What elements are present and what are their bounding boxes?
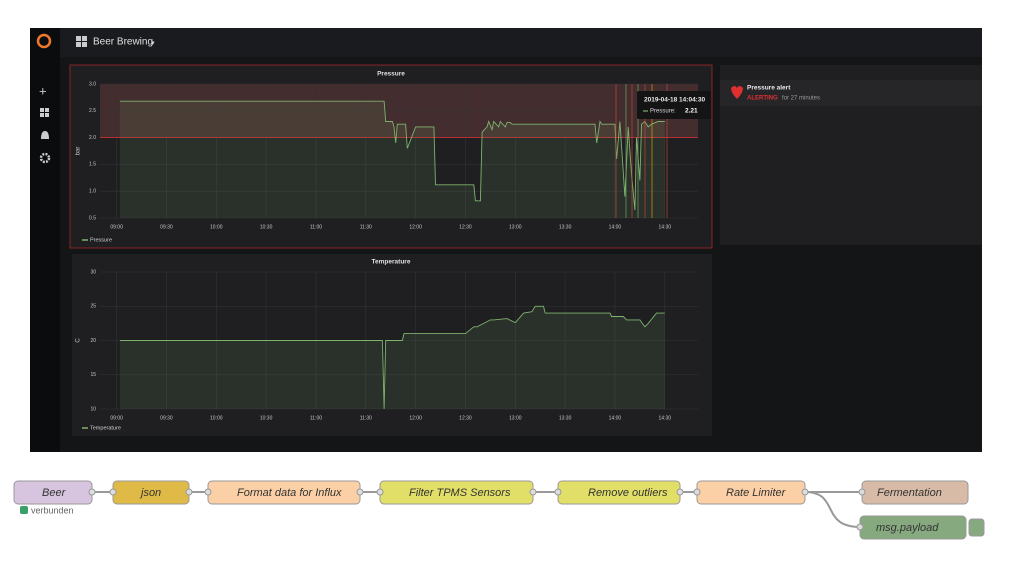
add-icon[interactable]: + (39, 83, 47, 98)
y-axis-label: bar (76, 147, 82, 156)
y-tick-label: 2.0 (89, 135, 96, 141)
y-tick-label: 2.5 (89, 108, 96, 114)
tooltip-value: 2.21 (685, 108, 698, 115)
y-tick-label: 20 (90, 338, 96, 344)
dropdown-caret[interactable]: ▾ (151, 40, 155, 47)
x-tick-label: 11:00 (310, 415, 322, 421)
x-tick-label: 11:30 (360, 415, 372, 421)
x-tick-label: 10:00 (210, 415, 223, 421)
alerting-icon[interactable] (41, 131, 49, 139)
pressure-panel (69, 64, 713, 249)
series-area (119, 306, 665, 409)
x-tick-label: 12:00 (409, 415, 422, 421)
y-tick-label: 15 (90, 372, 96, 378)
x-tick-label: 09:00 (110, 415, 123, 421)
x-tick-label: 11:30 (360, 224, 372, 230)
temperature-panel (72, 254, 712, 436)
chart-title: Temperature (372, 259, 411, 266)
debug-toggle[interactable] (968, 518, 985, 537)
y-tick-label: 10 (90, 406, 96, 412)
top-bar (60, 28, 982, 57)
node-label: Rate Limiter (726, 487, 787, 499)
node-label: Format data for Influx (237, 487, 342, 499)
x-tick-label: 14:00 (609, 415, 622, 421)
x-tick-label: 14:30 (659, 224, 672, 230)
settings-icon[interactable] (39, 152, 51, 164)
series-line (119, 305, 665, 410)
y-tick-label: 1.5 (89, 162, 96, 168)
x-tick-label: 09:30 (160, 415, 173, 421)
alert-state: ALERTING (747, 96, 778, 102)
node-label: json (139, 487, 161, 499)
node-label: msg.payload (876, 522, 939, 534)
alert-name[interactable]: Pressure alert (747, 85, 791, 92)
legend-label: Pressure (90, 237, 112, 243)
x-tick-label: 10:30 (260, 224, 273, 230)
x-tick-label: 13:30 (559, 415, 572, 421)
node-label: Remove outliers (588, 487, 668, 499)
series-line (119, 100, 665, 211)
x-tick-label: 12:00 (409, 224, 422, 230)
status-dot (20, 506, 28, 514)
legend-label: Temperature (90, 425, 121, 431)
y-tick-label: 1.0 (89, 189, 96, 195)
dashboard-title[interactable]: Beer Brewing (93, 37, 153, 48)
dashboard-icon (76, 36, 87, 47)
y-axis-label: C (76, 338, 82, 343)
tooltip (637, 91, 711, 119)
x-tick-label: 09:30 (160, 224, 173, 230)
x-tick-label: 09:00 (110, 224, 123, 230)
charts: Pressure bar 0.5 1.0 1.5 2.0 2.5 3.0 09:00 09:30 1… (76, 71, 698, 431)
node-label: Fermentation (877, 487, 942, 499)
series-area (119, 101, 665, 218)
x-tick-label: 12:30 (459, 224, 472, 230)
port-circles (88, 488, 866, 531)
node-status: verbunden (31, 505, 74, 515)
node-label: Beer (42, 487, 67, 499)
node-label: Filter TPMS Sensors (409, 487, 511, 499)
chart-title: Pressure (377, 71, 405, 78)
grafana-logo[interactable] (36, 33, 52, 49)
x-tick-label: 11:00 (310, 224, 322, 230)
x-tick-label: 13:00 (509, 224, 522, 230)
alert-heart-icon (731, 86, 743, 99)
x-tick-label: 13:00 (509, 415, 522, 421)
y-tick-label: 25 (90, 304, 96, 310)
sidebar (30, 28, 60, 452)
tooltip-series: Pressure: (650, 109, 676, 115)
x-tick-label: 12:30 (459, 415, 472, 421)
y-tick-label: 3.0 (89, 81, 96, 87)
x-tick-label: 10:00 (210, 224, 223, 230)
y-tick-label: 30 (90, 269, 96, 275)
x-tick-label: 14:00 (609, 224, 622, 230)
x-tick-label: 13:30 (559, 224, 572, 230)
dashboards-icon[interactable] (40, 108, 49, 117)
y-tick-label: 0.5 (89, 215, 96, 221)
alert-duration: for 27 minutes (782, 96, 820, 102)
alert-row[interactable] (720, 80, 982, 106)
x-tick-label: 10:30 (260, 415, 273, 421)
x-tick-label: 14:30 (659, 415, 672, 421)
tooltip-time: 2019-04-18 14:04:30 (644, 97, 705, 104)
